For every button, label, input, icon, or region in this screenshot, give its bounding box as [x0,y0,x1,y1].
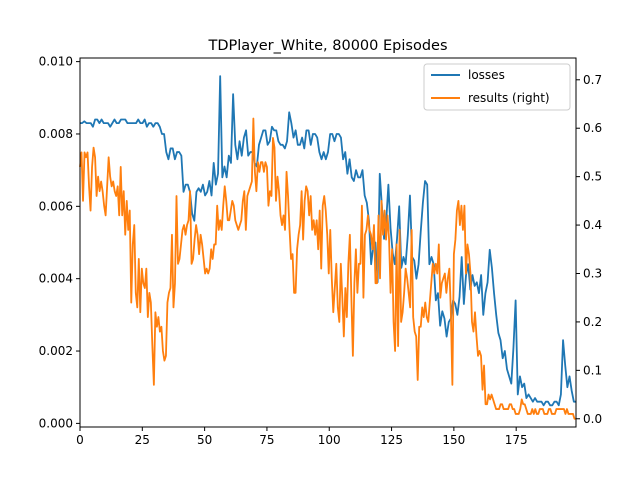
legend: losses results (right) [423,63,571,111]
y-left-tick-label: 0.004 [39,272,73,286]
x-tick-label: 50 [197,433,212,447]
legend-box [423,63,571,111]
y-right-tick-label: 0.1 [583,363,602,377]
y-left-tick-label: 0.008 [39,127,73,141]
y-right-tick-label: 0.6 [583,121,602,135]
y-left-tick-label: 0.000 [39,416,73,430]
y-right-tick-label: 0.7 [583,73,602,87]
y-axis-left: 0.000 0.002 0.004 0.006 0.008 0.010 [39,55,80,430]
plot-area [79,57,577,428]
y-left-tick-label: 0.006 [39,199,73,213]
y-axis-right: 0.0 0.1 0.2 0.3 0.4 0.5 0.6 0.7 [576,73,602,426]
legend-label-losses: losses [468,68,505,82]
series-line-losses [80,75,576,407]
series-line-results [79,117,576,420]
x-tick-label: 100 [318,433,341,447]
x-tick-label: 175 [505,433,528,447]
y-right-tick-label: 0.2 [583,315,602,329]
x-tick-label: 150 [442,433,465,447]
x-tick-label: 75 [259,433,274,447]
y-right-tick-label: 0.5 [583,170,602,184]
y-right-tick-label: 0.0 [583,412,602,426]
y-right-tick-label: 0.4 [583,218,602,232]
x-tick-label: 25 [135,433,150,447]
x-tick-label: 125 [380,433,403,447]
x-tick-label: 0 [76,433,84,447]
y-left-tick-label: 0.010 [39,55,73,69]
legend-label-results: results (right) [468,91,550,105]
plot-frame [79,57,577,428]
y-right-tick-label: 0.3 [583,266,602,280]
y-left-tick-label: 0.002 [39,344,73,358]
series-layer [79,75,576,420]
x-axis: 0 25 50 75 100 125 150 175 [76,427,528,447]
chart-title: TDPlayer_White, 80000 Episodes [207,38,447,54]
